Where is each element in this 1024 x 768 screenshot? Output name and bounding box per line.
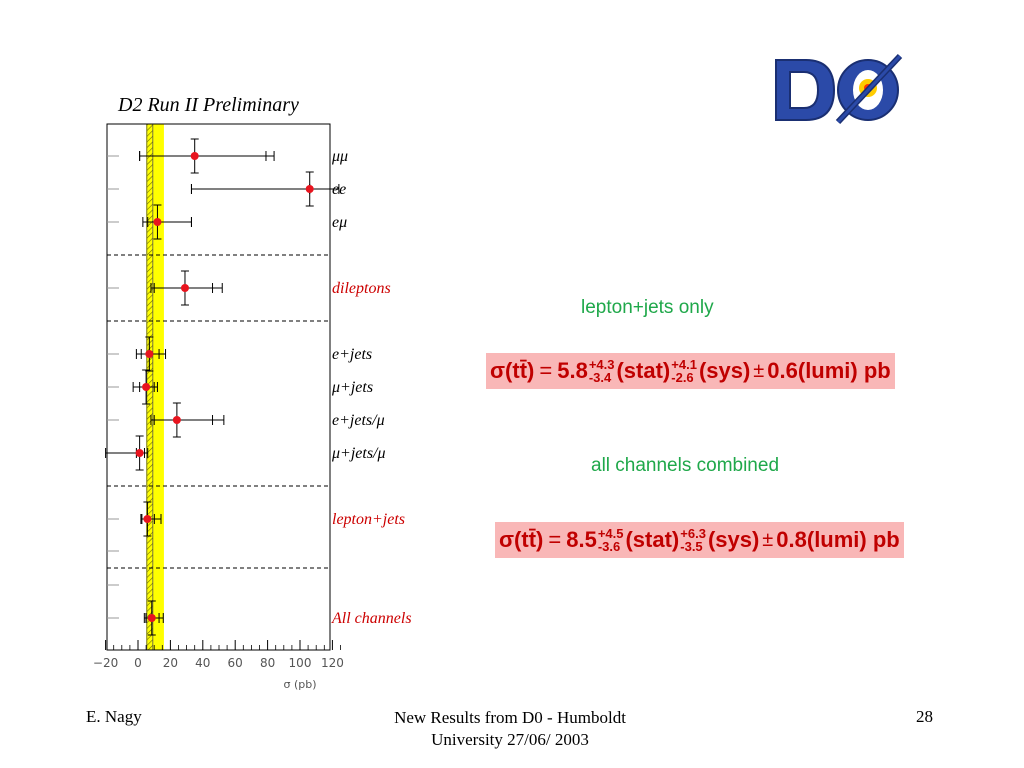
x-tick-label: −20 [93,656,118,670]
plus-minus-sign: ± [753,359,765,382]
channel-label: e+jets [332,346,372,363]
x-tick-label: 100 [289,656,312,670]
footer-page-number: 28 [916,707,933,726]
channel-label: eμ [332,214,347,231]
equals-sign: = [539,358,553,383]
data-point [172,416,181,424]
channel-label: μ+jets [331,379,373,396]
data-point [305,185,314,193]
result-2-sys-label: (sys) [707,527,760,552]
result-2-stat-plus: +4.5 [597,526,624,541]
x-tick-label: 60 [228,656,243,670]
x-tick-label: 20 [163,656,178,670]
data-point [142,383,151,391]
result-2-lhs: σ(tt̄) [499,527,544,552]
result-1-sys-label: (sys) [698,358,751,383]
x-tick-label: 40 [195,656,210,670]
result-1-stat-plus: +4.3 [588,357,615,372]
data-point [143,515,152,523]
footer-title-line-2: University 27/06/ 2003 [431,730,589,749]
result-1-sys-plus: +4.1 [671,357,697,372]
result-2-stat-label: (stat) [625,527,680,552]
data-point [190,152,199,160]
result-2-formula: σ(tt̄) = 8.5 +4.5 -3.6 (stat) +6.3 -3.5 … [495,522,904,558]
footer-title: New Results from D0 - Humboldt Universit… [330,707,690,751]
result-2-sys-plus: +6.3 [680,526,706,541]
result-1-lhs: σ(tt̄) [490,358,535,383]
data-point [180,284,189,292]
data-point [145,350,154,358]
footer-title-line-1: New Results from D0 - Humboldt [394,708,626,727]
data-point [135,449,144,457]
channel-label: e+jets/μ [332,412,385,429]
result-1-sys-errors: +4.1 -2.6 [671,358,697,384]
x-axis-label: σ (pb) [283,678,316,691]
channel-label: lepton+jets [332,511,405,528]
result-1-lumi: 0.6(lumi) pb [767,358,891,383]
result-1-stat-errors: +4.3 -3.4 [589,358,615,384]
result-1-value: 5.8 [557,358,588,383]
x-tick-label: 80 [260,656,275,670]
result-2-heading: all channels combined [591,455,780,476]
x-tick-label: 120 [321,656,344,670]
channel-label: μμ [331,148,348,165]
result-2-lumi: 0.8(lumi) pb [776,527,900,552]
channel-label: ee [332,181,346,198]
result-2-stat-minus: -3.6 [597,539,621,554]
result-2-value: 8.5 [566,527,597,552]
channel-label: dileptons [332,280,391,297]
footer-author: E. Nagy [86,707,142,726]
channel-label: μ+jets/μ [331,445,386,462]
result-1-stat-minus: -3.4 [588,370,612,385]
result-1-formula: σ(tt̄) = 5.8 +4.3 -3.4 (stat) +4.1 -2.6 … [486,353,895,389]
result-1-sys-minus: -2.6 [671,370,694,385]
equals-sign: = [548,527,562,552]
plus-minus-sign: ± [762,528,774,551]
data-point [153,218,162,226]
data-point [147,614,156,622]
result-2-sys-errors: +6.3 -3.5 [680,527,706,553]
d0-logo [772,52,912,128]
result-2-stat-errors: +4.5 -3.6 [598,527,624,553]
result-2-sys-minus: -3.5 [680,539,703,554]
x-tick-label: 0 [134,656,142,670]
plot-title: D2 Run II Preliminary [118,94,299,116]
channel-label: All channels [331,610,412,627]
result-1-stat-label: (stat) [616,358,671,383]
result-1-heading: lepton+jets only [581,297,714,318]
